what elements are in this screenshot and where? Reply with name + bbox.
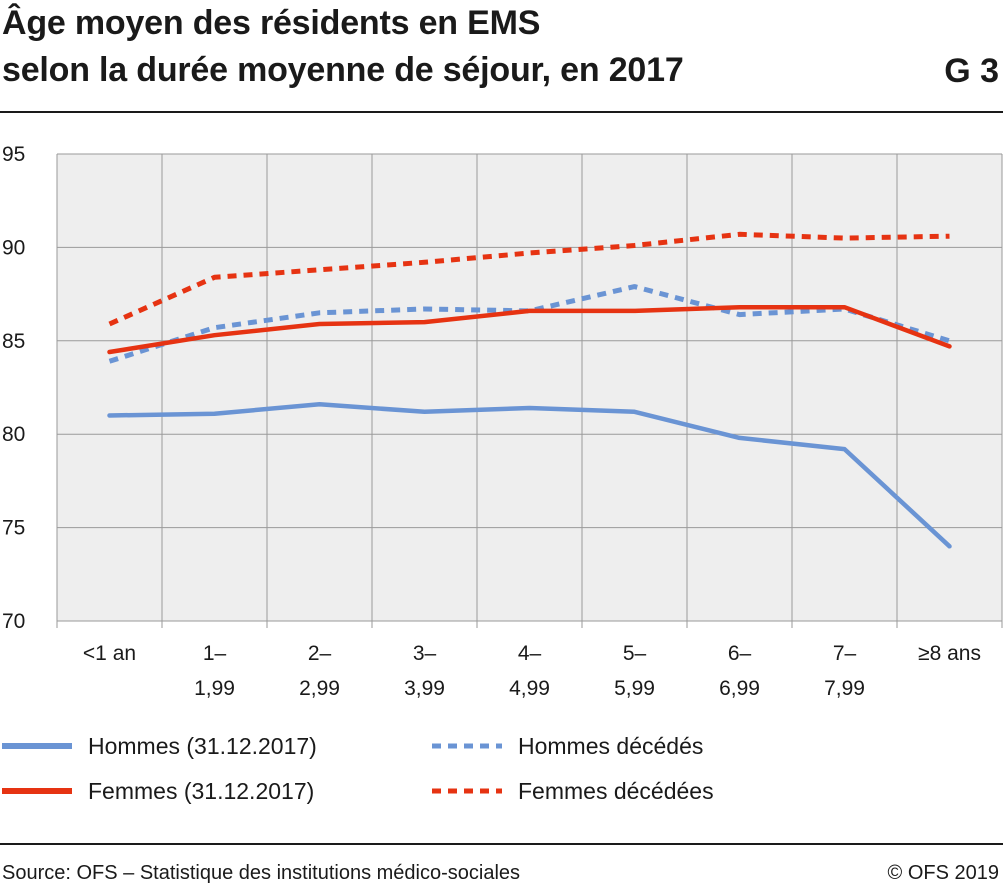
x-tick-label: 3– (413, 642, 437, 665)
y-tick-label: 95 (2, 143, 25, 166)
graph-number: G 3 (944, 52, 999, 90)
x-tick-label: 6,99 (719, 677, 760, 700)
x-tick-label: <1 an (83, 642, 136, 665)
x-tick-label: 7,99 (824, 677, 865, 700)
legend-label: Hommes décédés (518, 733, 703, 759)
y-tick-label: 70 (2, 610, 25, 633)
series-line (108, 231, 950, 327)
x-tick-label: 4– (518, 642, 542, 665)
x-tick-label: 3,99 (404, 677, 445, 700)
source-note: Source: OFS – Statistique des institutio… (2, 862, 521, 884)
y-tick-label: 90 (2, 236, 25, 259)
top-divider (0, 111, 1003, 113)
y-tick-label: 85 (2, 330, 25, 353)
x-tick-label: 6– (728, 642, 752, 665)
legend-label: Femmes (31.12.2017) (88, 778, 314, 804)
x-tick-label: 5– (623, 642, 647, 665)
series-line (108, 284, 951, 364)
chart-title: Âge moyen des résidents en EMS selon la … (2, 0, 684, 94)
series-line (107, 402, 952, 549)
legend-label: Hommes (31.12.2017) (88, 733, 317, 759)
copyright-note: © OFS 2019 (887, 862, 999, 884)
y-tick-label: 80 (2, 423, 25, 446)
x-tick-label: 1,99 (194, 677, 235, 700)
x-tick-label: ≥8 ans (918, 642, 981, 665)
x-tick-label: 7– (833, 642, 857, 665)
series-line (107, 304, 952, 355)
x-tick-label: 2– (308, 642, 332, 665)
chart-title-line-1: Âge moyen des résidents en EMS (2, 4, 541, 42)
x-tick-label: 5,99 (614, 677, 655, 700)
line-chart: 70 75 80 85 90 95 <1 an 1– 1,99 2– 2,99 3– 3,99 4– 4,… (2, 143, 1003, 804)
y-tick-label: 75 (2, 517, 25, 540)
x-tick-label: 4,99 (509, 677, 550, 700)
plot-area (57, 154, 1002, 621)
x-tick-label: 1– (203, 642, 227, 665)
bottom-divider (0, 843, 1003, 845)
legend-label: Femmes décédées (518, 778, 714, 804)
x-tick-label: 2,99 (299, 677, 340, 700)
chart-title-line-2: selon la durée moyenne de séjour, en 201… (2, 51, 684, 89)
